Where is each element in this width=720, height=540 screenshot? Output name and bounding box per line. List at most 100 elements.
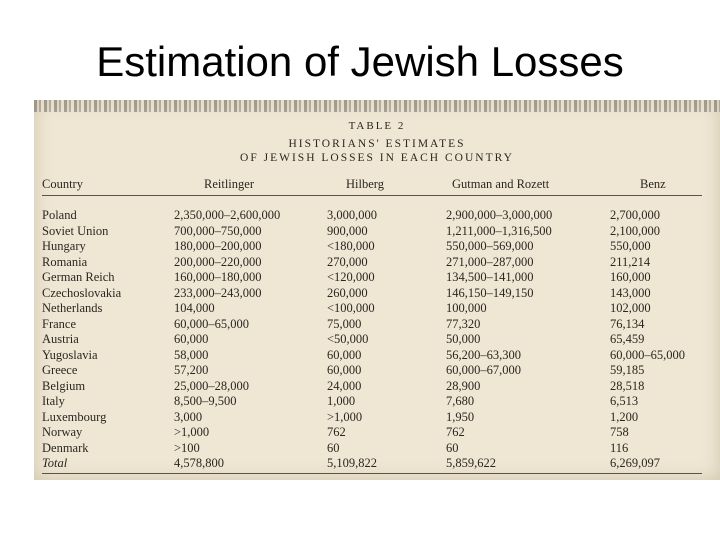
cell-country: Hungary xyxy=(42,239,86,253)
table-row: Czechoslovakia 233,000–243,000 260,000 146,… xyxy=(34,286,720,301)
cell-country: Yugoslavia xyxy=(42,347,98,362)
cell-hilberg: 1,000 xyxy=(327,394,356,408)
cell-hilberg: 762 xyxy=(327,425,346,439)
cell-benz: 6,513 xyxy=(610,394,639,408)
cell-country: Poland xyxy=(42,208,77,222)
cell-gutman-rozett: 146,150–149,150 xyxy=(446,285,534,300)
table-row: German Reich 160,000–180,000 <120,000 134,5… xyxy=(34,270,720,285)
cell-gutman-rozett: 77,320 xyxy=(446,316,481,331)
cell-country: France xyxy=(42,316,77,331)
cell-reitlinger: 200,000–220,000 xyxy=(174,254,262,269)
cell-benz: 2,100,000 xyxy=(610,223,660,238)
cell-benz: 60,000–65,000 xyxy=(610,347,685,362)
cell-benz: 550,000 xyxy=(610,239,651,253)
cell-country: Belgium xyxy=(42,378,86,393)
table-row: Belgium 25,000–28,000 24,000 28,900 28,518 xyxy=(34,379,720,394)
cell-benz: 211,214 xyxy=(610,254,651,269)
cell-gutman-rozett: 5,859,622 xyxy=(446,456,496,470)
cell-hilberg: 260,000 xyxy=(327,285,368,300)
cell-gutman-rozett: 28,900 xyxy=(446,378,481,393)
cell-benz: 758 xyxy=(610,425,629,439)
cell-gutman-rozett: 100,000 xyxy=(446,301,487,315)
cell-country: Czechoslovakia xyxy=(42,285,122,300)
cell-gutman-rozett: 1,211,000–1,316,500 xyxy=(446,223,552,238)
cell-hilberg: <50,000 xyxy=(327,332,369,346)
cell-benz: 59,185 xyxy=(610,363,645,377)
cell-hilberg: <100,000 xyxy=(327,301,375,315)
cell-benz: 6,269,097 xyxy=(610,456,660,470)
cell-reitlinger: 25,000–28,000 xyxy=(174,378,249,393)
cell-hilberg: >1,000 xyxy=(327,409,363,424)
table-row: Greece 57,200 60,000 60,000–67,000 59,185 xyxy=(34,363,720,378)
cell-hilberg: 24,000 xyxy=(327,378,362,393)
cell-benz: 102,000 xyxy=(610,301,651,315)
table-number: TABLE 2 xyxy=(348,120,406,132)
header-gutman-rozett: Gutman and Rozett xyxy=(452,177,550,191)
table-row: Austria 60,000 <50,000 50,000 65,459 xyxy=(34,332,720,347)
table-title-line-1: HISTORIANS' ESTIMATES xyxy=(288,138,466,150)
table-row: Italy 8,500–9,500 1,000 7,680 6,513 xyxy=(34,394,720,409)
cell-hilberg: 5,109,822 xyxy=(327,456,377,470)
cell-country: Greece xyxy=(42,363,78,377)
cell-country: German Reich xyxy=(42,270,115,284)
cell-gutman-rozett: 1,950 xyxy=(446,409,475,424)
cell-hilberg: 60,000 xyxy=(327,347,362,362)
cell-benz: 76,134 xyxy=(610,316,645,331)
cell-hilberg: 75,000 xyxy=(327,316,362,331)
cell-hilberg: 900,000 xyxy=(327,223,368,238)
cell-country: Total xyxy=(42,456,68,470)
cell-benz: 116 xyxy=(610,440,629,455)
table-row: Yugoslavia 58,000 60,000 56,200–63,300 60,00… xyxy=(34,348,720,363)
header-benz: Benz xyxy=(640,177,666,191)
cell-hilberg: 3,000,000 xyxy=(327,208,377,222)
cell-gutman-rozett: 50,000 xyxy=(446,332,481,346)
cell-reitlinger: 160,000–180,000 xyxy=(174,270,262,284)
cell-reitlinger: 233,000–243,000 xyxy=(174,285,262,300)
cell-reitlinger: 8,500–9,500 xyxy=(174,394,237,408)
bottom-rule xyxy=(42,473,702,474)
scanned-table-image: TABLE 2 HISTORIANS' ESTIMATES OF JEWISH … xyxy=(34,100,720,480)
table-title-line-2: OF JEWISH LOSSES IN EACH COUNTRY xyxy=(240,152,514,164)
cell-reitlinger: 58,000 xyxy=(174,347,209,362)
cell-hilberg: <180,000 xyxy=(327,239,375,253)
cell-gutman-rozett: 56,200–63,300 xyxy=(446,347,521,362)
cell-reitlinger: 2,350,000–2,600,000 xyxy=(174,208,281,222)
cell-reitlinger: 60,000–65,000 xyxy=(174,316,249,331)
cell-country: Romania xyxy=(42,254,88,269)
cell-country: Italy xyxy=(42,394,65,408)
cell-gutman-rozett: 7,680 xyxy=(446,394,475,408)
table-row: Romania 200,000–220,000 270,000 271,000–287… xyxy=(34,255,720,270)
cell-reitlinger: 60,000 xyxy=(174,332,209,346)
cell-gutman-rozett: 550,000–569,000 xyxy=(446,239,534,253)
cell-gutman-rozett: 60,000–67,000 xyxy=(446,363,521,377)
cell-country: Netherlands xyxy=(42,301,103,315)
cell-gutman-rozett: 762 xyxy=(446,425,465,439)
cell-country: Norway xyxy=(42,425,83,439)
slide-title: Estimation of Jewish Losses xyxy=(96,38,624,85)
cell-reitlinger: 700,000–750,000 xyxy=(174,223,262,238)
total-row: Total 4,578,800 5,109,822 5,859,622 6,269,09… xyxy=(34,456,720,471)
cell-benz: 1,200 xyxy=(610,409,639,424)
cell-reitlinger: >100 xyxy=(174,440,200,455)
scan-top-edge xyxy=(34,100,720,112)
table-row: Poland 2,350,000–2,600,000 3,000,000 2,900,… xyxy=(34,208,720,223)
cell-gutman-rozett: 134,500–141,000 xyxy=(446,270,534,284)
table-row: Soviet Union 700,000–750,000 900,000 1,211,… xyxy=(34,224,720,239)
cell-gutman-rozett: 60 xyxy=(446,440,459,455)
cell-reitlinger: 180,000–200,000 xyxy=(174,239,262,253)
cell-reitlinger: 3,000 xyxy=(174,409,203,424)
cell-benz: 28,518 xyxy=(610,378,645,393)
cell-gutman-rozett: 271,000–287,000 xyxy=(446,254,534,269)
cell-hilberg: 270,000 xyxy=(327,254,368,269)
cell-reitlinger: 57,200 xyxy=(174,363,209,377)
cell-reitlinger: 104,000 xyxy=(174,301,215,315)
table-row: Hungary 180,000–200,000 <180,000 550,000–56… xyxy=(34,239,720,254)
cell-gutman-rozett: 2,900,000–3,000,000 xyxy=(446,208,553,222)
cell-hilberg: 60,000 xyxy=(327,363,362,377)
cell-country: Denmark xyxy=(42,440,89,455)
cell-benz: 2,700,000 xyxy=(610,208,660,222)
table-row: Norway >1,000 762 762 758 xyxy=(34,425,720,440)
table-row: Luxembourg 3,000 >1,000 1,950 1,200 xyxy=(34,410,720,425)
table-row: France 60,000–65,000 75,000 77,320 76,134 xyxy=(34,317,720,332)
cell-country: Soviet Union xyxy=(42,223,109,238)
